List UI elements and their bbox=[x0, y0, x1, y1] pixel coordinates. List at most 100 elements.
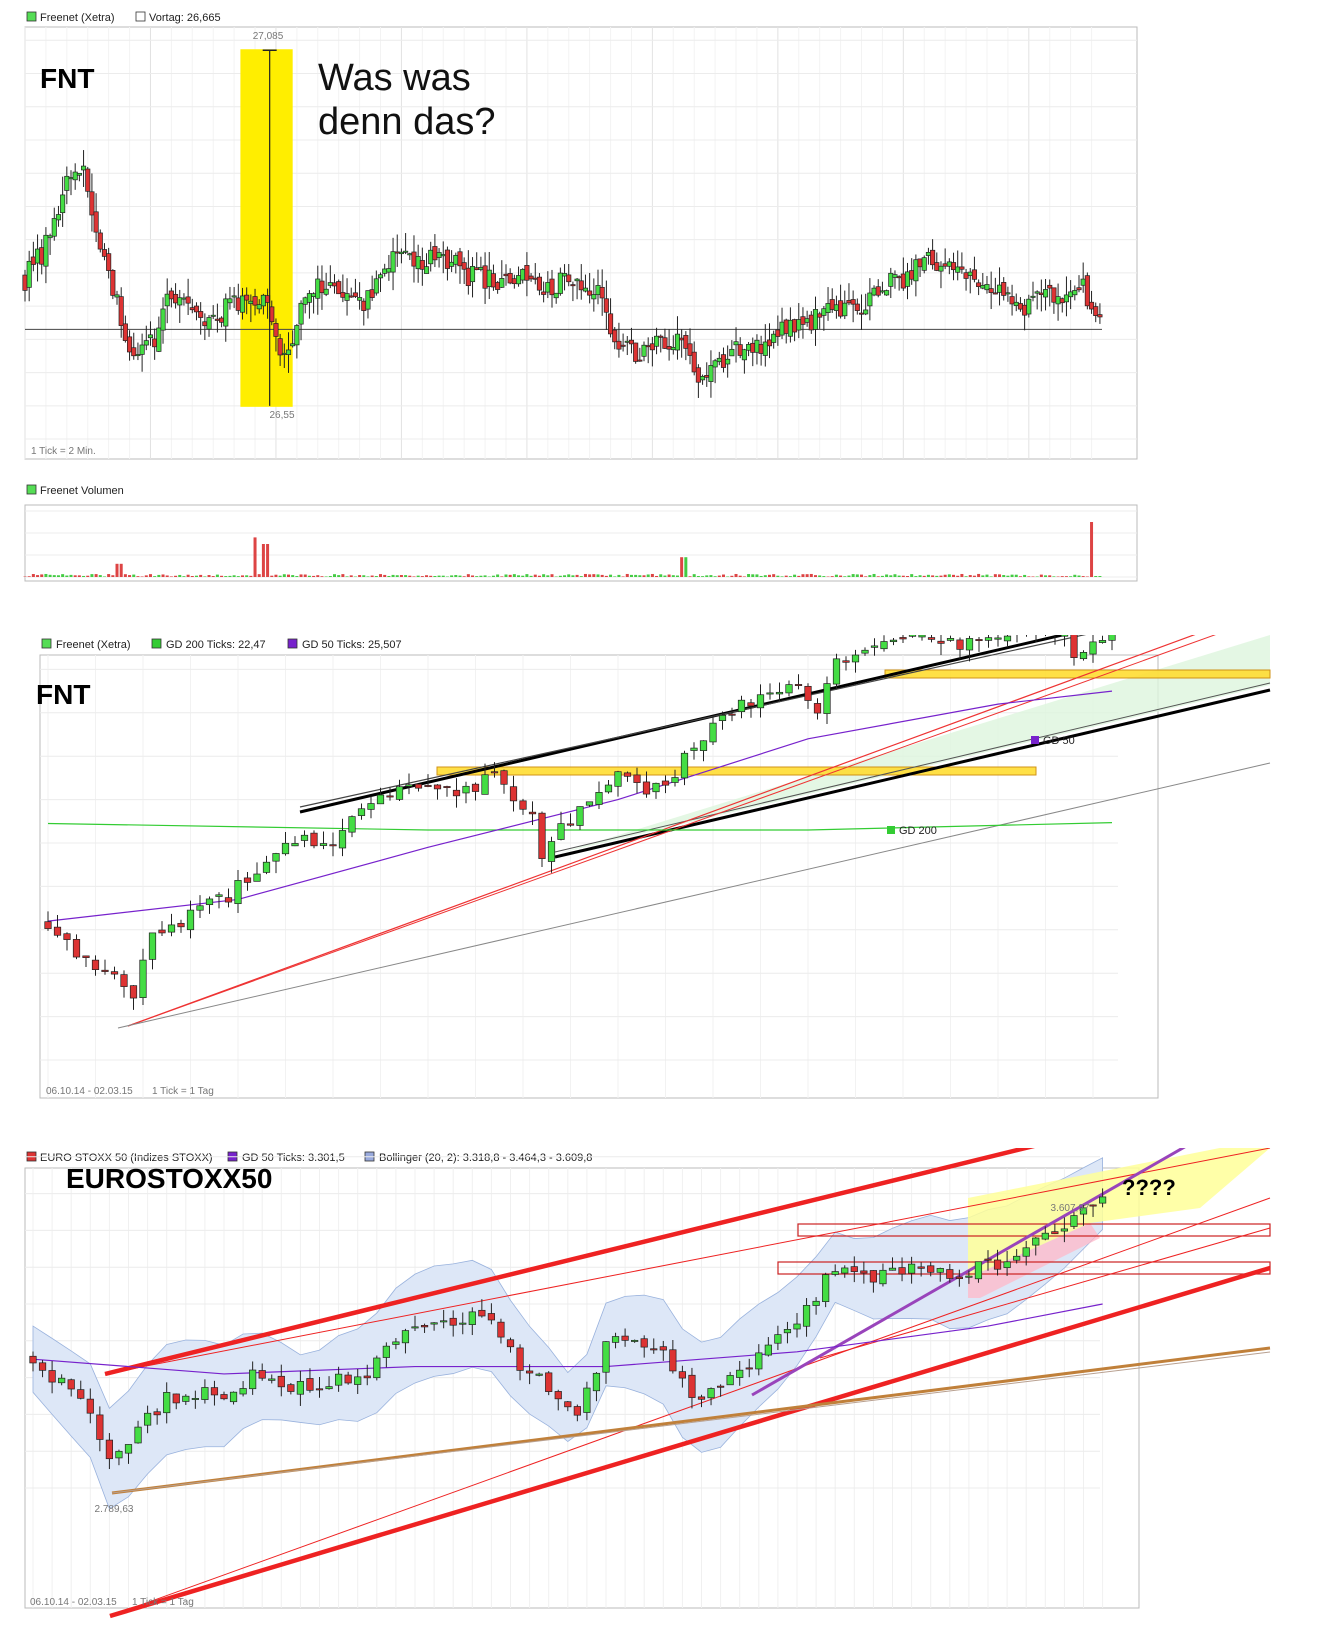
candle-body bbox=[459, 1322, 467, 1325]
candle-body bbox=[869, 1270, 878, 1283]
volume-bar bbox=[926, 574, 930, 577]
candle-body bbox=[499, 278, 505, 288]
volume-bar bbox=[876, 576, 880, 577]
legend-swatch-gd200 bbox=[151, 638, 162, 649]
candle-body bbox=[419, 260, 425, 270]
candle-body bbox=[285, 349, 292, 355]
volume-bar bbox=[366, 576, 370, 577]
candle-body bbox=[373, 1357, 381, 1379]
volume-bar bbox=[638, 575, 642, 577]
candle-body bbox=[1051, 287, 1057, 303]
candle-body bbox=[889, 639, 898, 643]
candle-body bbox=[838, 300, 844, 317]
candle-body bbox=[72, 939, 81, 958]
volume-bar bbox=[408, 575, 412, 577]
volume-bar bbox=[793, 574, 797, 577]
candle-body bbox=[497, 1321, 505, 1338]
candle-body bbox=[468, 1311, 476, 1325]
volume-bar bbox=[425, 575, 429, 577]
candle-body bbox=[177, 922, 185, 928]
volume-bar bbox=[981, 575, 985, 577]
volume-bar bbox=[1048, 575, 1052, 577]
candle-body bbox=[736, 1369, 744, 1378]
candle-body bbox=[29, 1355, 37, 1364]
volume-bar bbox=[282, 574, 286, 577]
volume-bar bbox=[82, 575, 86, 577]
candle-body bbox=[907, 1263, 916, 1274]
candle-body bbox=[478, 1309, 486, 1317]
volume-bar bbox=[705, 575, 709, 577]
candle-body bbox=[892, 274, 898, 278]
candle-body bbox=[177, 297, 183, 306]
candle-body bbox=[348, 816, 356, 833]
candle-body bbox=[127, 336, 133, 353]
trend-line bbox=[127, 635, 1216, 1027]
volume-bar bbox=[780, 576, 784, 577]
volume-bar bbox=[537, 575, 541, 577]
volume-bar bbox=[111, 575, 115, 577]
candle-body bbox=[315, 278, 321, 299]
volume-bar bbox=[345, 576, 349, 577]
candle-body bbox=[182, 1395, 190, 1402]
candle-body bbox=[867, 292, 873, 307]
date-range: 06.10.14 - 02.03.15 bbox=[46, 1086, 133, 1097]
volume-bar bbox=[132, 574, 136, 577]
trend-fan-shading bbox=[560, 635, 1270, 853]
volume-bar bbox=[136, 576, 140, 577]
candle-body bbox=[976, 282, 982, 287]
candle-body bbox=[833, 304, 839, 311]
candle-body bbox=[628, 339, 635, 345]
volume-bar bbox=[257, 574, 261, 577]
volume-bar bbox=[157, 574, 161, 577]
volume-bar bbox=[684, 557, 688, 577]
candle-body bbox=[469, 266, 476, 283]
candle-body bbox=[373, 278, 379, 294]
candle-body bbox=[39, 247, 45, 265]
legend-swatch-freenet bbox=[26, 11, 37, 22]
volume-bar bbox=[475, 576, 479, 577]
volume-bar bbox=[295, 576, 299, 577]
candle-body bbox=[794, 684, 803, 686]
candle-body bbox=[219, 317, 225, 323]
candle-body bbox=[411, 1326, 419, 1329]
candle-body bbox=[495, 282, 501, 290]
price-candles bbox=[22, 150, 1103, 398]
volume-bar bbox=[107, 574, 111, 577]
candle-body bbox=[554, 1391, 562, 1400]
candle-body bbox=[888, 1267, 897, 1271]
candle-body bbox=[1009, 296, 1015, 305]
candle-body bbox=[319, 843, 328, 846]
volume-bar bbox=[337, 575, 341, 577]
volume-bar bbox=[94, 574, 98, 577]
candle-body bbox=[105, 1439, 114, 1460]
candle-body bbox=[357, 808, 366, 816]
candle-body bbox=[955, 266, 961, 273]
candle-body bbox=[224, 897, 233, 903]
candle-body bbox=[785, 684, 793, 694]
volume-bar bbox=[571, 575, 575, 577]
volume-bar bbox=[567, 574, 571, 577]
candle-body bbox=[712, 360, 718, 368]
candle-body bbox=[1060, 1228, 1069, 1232]
candle-body bbox=[1026, 298, 1032, 315]
candle-body bbox=[185, 296, 191, 304]
volume-bar bbox=[772, 574, 776, 577]
candle-body bbox=[659, 1346, 667, 1351]
candle-body bbox=[956, 639, 964, 650]
candle-body bbox=[101, 249, 108, 257]
volume-bar bbox=[441, 575, 445, 577]
date-range: 06.10.14 - 02.03.15 bbox=[30, 1597, 117, 1608]
candle-body bbox=[323, 288, 329, 295]
volume-bar bbox=[479, 575, 483, 577]
candle-body bbox=[720, 354, 727, 368]
candle-body bbox=[678, 1371, 687, 1379]
volume-bar bbox=[395, 575, 399, 577]
candle-body bbox=[315, 1388, 324, 1391]
volume-bar bbox=[383, 574, 387, 577]
candle-body bbox=[191, 1398, 199, 1400]
candle-body bbox=[394, 251, 400, 254]
candle-body bbox=[729, 348, 735, 357]
candle-body bbox=[700, 376, 706, 381]
volume-bar bbox=[261, 544, 265, 577]
volume-bar bbox=[245, 575, 249, 577]
